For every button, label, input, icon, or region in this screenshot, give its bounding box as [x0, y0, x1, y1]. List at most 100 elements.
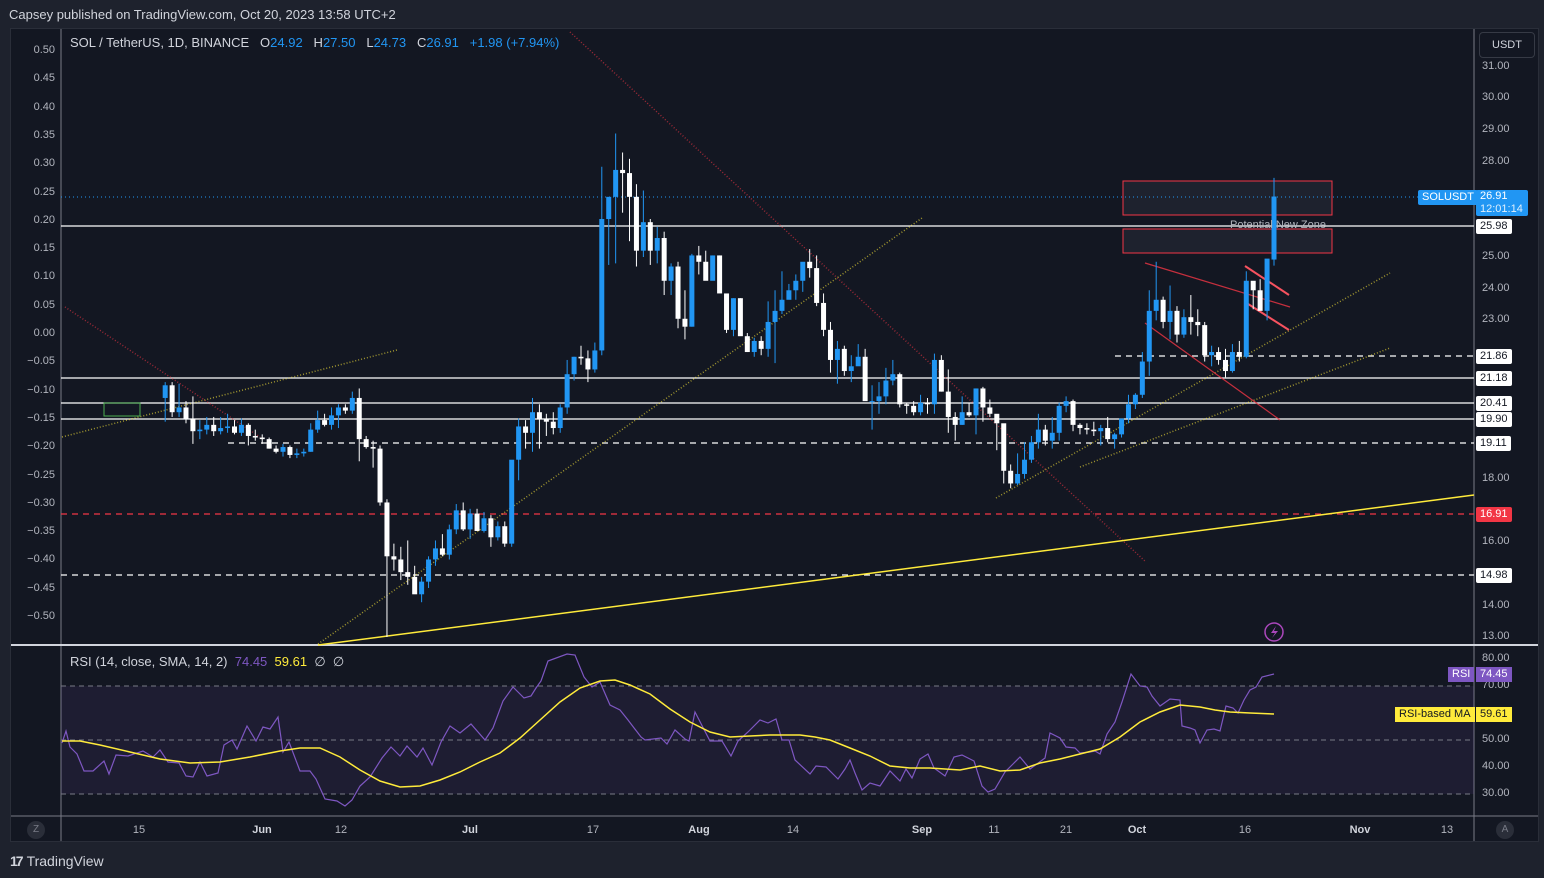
last-price-label: 26.91 12:01:14 [1476, 190, 1528, 216]
zoom-reset-button[interactable]: Z [27, 821, 45, 839]
candle-body [1209, 352, 1215, 356]
candle-body [1056, 405, 1062, 433]
rsi-legend[interactable]: RSI (14, close, SMA, 14, 2) 74.45 59.61 … [70, 654, 344, 670]
candle-body [571, 356, 577, 375]
secondary-tick: 0.40 [33, 100, 55, 113]
candle-body [1098, 428, 1104, 432]
candle-body [232, 426, 237, 433]
tradingview-brand[interactable]: 17 TradingView [10, 853, 104, 869]
zone-annotation[interactable]: Potential New Zone [1230, 219, 1326, 231]
candle-body [315, 420, 321, 430]
candle-body [890, 374, 896, 381]
trendline-red [569, 31, 1147, 563]
candle-body [1243, 280, 1249, 357]
currency-button[interactable]: USDT [1479, 32, 1535, 58]
candle-body [758, 340, 764, 349]
candle-body [218, 428, 224, 432]
candle-body [945, 391, 951, 417]
price-tick: 14.00 [1482, 599, 1510, 611]
highlight-box [103, 402, 141, 417]
candle-body [585, 358, 591, 370]
rsi-line [61, 653, 1275, 807]
lightning-icon [1264, 622, 1284, 642]
candle-body [717, 255, 723, 294]
candle-body [793, 280, 799, 291]
candle-body [529, 412, 535, 433]
price-tick: 25.00 [1482, 250, 1510, 262]
candle-body [959, 412, 965, 425]
candle-body [391, 556, 397, 560]
candle-body [1188, 317, 1194, 322]
candle-body [280, 447, 286, 452]
candle-body [918, 402, 924, 413]
candle-body [966, 412, 972, 416]
secondary-tick: −0.10 [27, 383, 55, 396]
candle-body [814, 268, 820, 303]
time-tick: 14 [786, 824, 800, 836]
candle-body [301, 451, 307, 454]
candle-body [225, 426, 231, 429]
candle-body [488, 518, 494, 538]
trendline-yellow [995, 272, 1391, 499]
time-tick: 12 [334, 824, 348, 836]
time-tick: 11 [988, 824, 1000, 836]
candle-body [266, 439, 272, 449]
rsi-value: 74.45 [234, 654, 268, 669]
candle-body [1008, 470, 1014, 484]
symbol-price-label: SOLUSDT [1418, 190, 1478, 205]
secondary-tick: 0.45 [33, 72, 55, 85]
secondary-tick: −0.50 [27, 610, 55, 622]
candle-body [640, 222, 646, 251]
candle-body [363, 439, 369, 448]
candle-body [772, 310, 778, 322]
price-legend: SOL / TetherUS, 1D, BINANCE O24.92 H27.5… [70, 35, 560, 50]
candle-body [516, 426, 522, 460]
candle-body [460, 510, 466, 530]
candle-body [1139, 361, 1145, 395]
candle-body [308, 429, 314, 452]
candle-body [238, 424, 244, 433]
candle-body [1084, 428, 1090, 430]
candle-body [980, 388, 986, 408]
candle-body [329, 415, 335, 425]
candle-body [1229, 352, 1235, 372]
candle-body [827, 329, 833, 360]
candle-body [710, 255, 716, 281]
secondary-tick: 0.15 [33, 242, 55, 255]
candle-body [627, 173, 633, 197]
candle-body [661, 238, 667, 281]
price-tick: 23.00 [1482, 313, 1510, 325]
candle-body [322, 420, 328, 425]
secondary-tick: −0.40 [27, 553, 55, 566]
rsi-ma-axis-value: 59.61 [1476, 707, 1512, 722]
auto-scale-button[interactable]: A [1496, 821, 1514, 839]
secondary-tick: 0.50 [33, 44, 55, 56]
symbol-title[interactable]: SOL / TetherUS, 1D, BINANCE [70, 35, 250, 50]
time-tick: Jul [462, 824, 478, 836]
rsi-tick: 70.00 [1482, 679, 1510, 691]
candle-body [426, 559, 432, 582]
close-value: 26.91 [426, 35, 459, 50]
candle-body [987, 407, 993, 414]
candle-body [730, 298, 736, 330]
candle-body [446, 529, 452, 555]
candle-body [536, 412, 542, 419]
rsi-title: RSI (14, close, SMA, 14, 2) [70, 654, 228, 669]
candle-body [1125, 404, 1131, 419]
open-value: 24.92 [270, 35, 303, 50]
candle-body [557, 407, 563, 429]
candle-body [509, 459, 515, 544]
candle-body [1174, 310, 1180, 335]
candle-body [1181, 317, 1187, 335]
candle-body [1063, 401, 1069, 406]
price-tick: 31.00 [1482, 60, 1510, 72]
candle-body [779, 299, 785, 311]
candle-body [523, 426, 529, 433]
candle-body [1070, 401, 1076, 425]
null-icon: ∅ [314, 654, 326, 669]
candle-body [1022, 459, 1028, 474]
lightning-icon [1271, 626, 1278, 638]
candle-body [807, 261, 813, 269]
candle-body [925, 402, 930, 405]
